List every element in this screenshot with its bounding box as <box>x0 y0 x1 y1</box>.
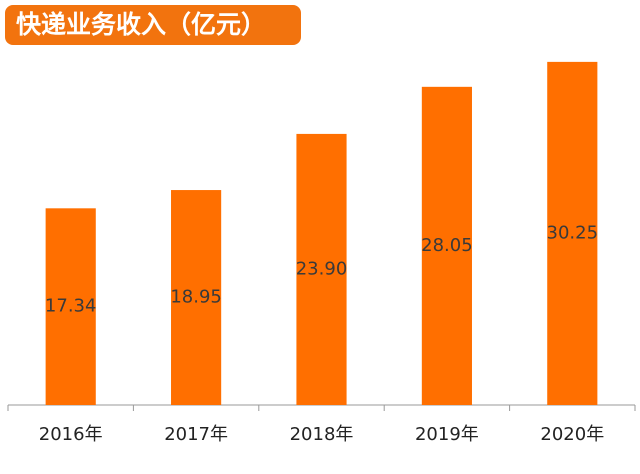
value-label: 23.90 <box>296 258 348 279</box>
x-tick-label: 2019年 <box>415 424 479 445</box>
bar <box>45 208 96 405</box>
title-box <box>5 5 301 45</box>
bar <box>547 61 598 405</box>
value-label: 30.25 <box>547 222 599 243</box>
bar <box>171 190 222 405</box>
bar <box>296 133 347 406</box>
bar <box>421 86 472 405</box>
value-label: 18.95 <box>170 287 222 308</box>
x-tick-label: 2017年 <box>164 424 228 445</box>
x-tick-label: 2016年 <box>39 424 103 445</box>
x-tick-label: 2020年 <box>540 424 604 445</box>
value-label: 28.05 <box>421 235 473 256</box>
value-label: 17.34 <box>45 296 97 317</box>
chart-title: 快递业务收入（亿元） <box>16 10 266 39</box>
x-tick-label: 2018年 <box>290 424 354 445</box>
